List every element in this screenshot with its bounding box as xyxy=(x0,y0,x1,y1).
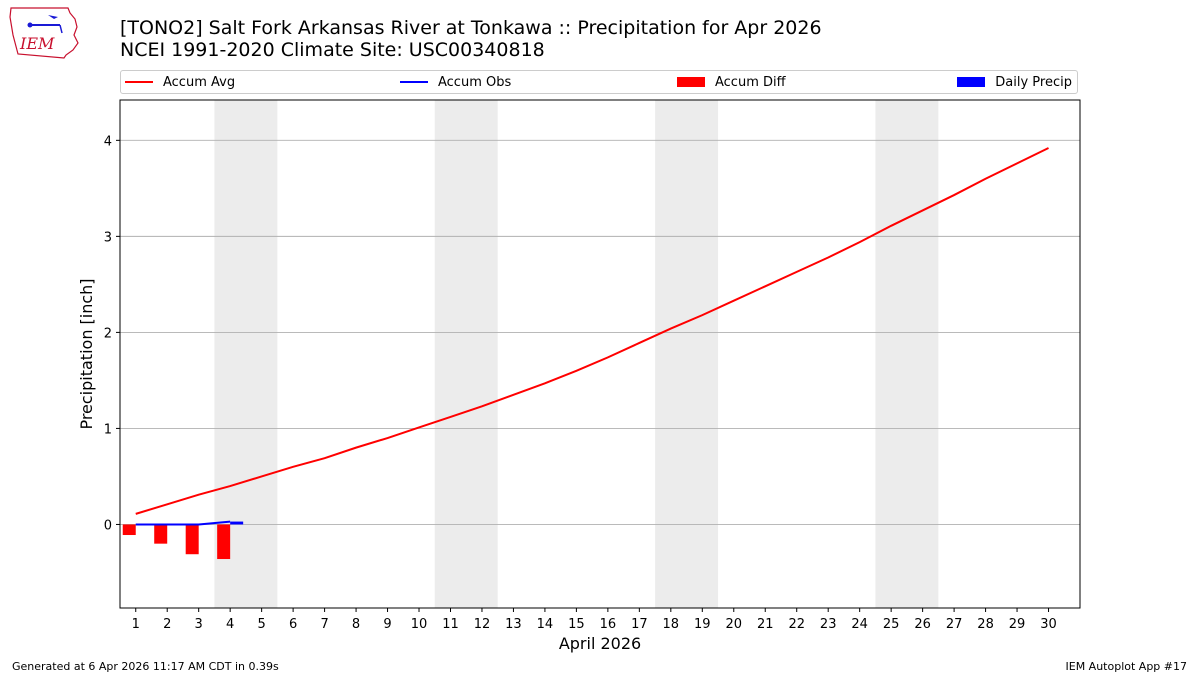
station-dot-icon xyxy=(27,22,33,28)
legend-item: Daily Precip xyxy=(957,71,1072,93)
daily-precip-bar xyxy=(230,521,244,525)
y-axis-label: Precipitation [inch] xyxy=(77,278,96,429)
x-tick-label: 13 xyxy=(505,617,522,632)
x-tick-label: 11 xyxy=(442,617,459,632)
weekend-shade xyxy=(434,100,498,608)
chart-subtitle: NCEI 1991-2020 Climate Site: USC00340818 xyxy=(120,39,545,61)
legend-label: Daily Precip xyxy=(995,74,1072,90)
legend-label: Accum Diff xyxy=(715,74,786,90)
x-tick-label: 7 xyxy=(320,617,328,632)
app-id-label: IEM Autoplot App #17 xyxy=(1065,660,1188,673)
legend-swatch xyxy=(125,81,153,83)
plot-frame xyxy=(119,99,1081,609)
x-tick-label: 25 xyxy=(883,617,900,632)
chart-legend: Accum Avg Accum Obs Accum Diff Daily Precip xyxy=(120,70,1078,94)
x-tick-label: 9 xyxy=(383,617,391,632)
x-tick-label: 12 xyxy=(474,617,491,632)
x-tick-label: 4 xyxy=(226,617,234,632)
legend-label: Accum Obs xyxy=(438,74,512,90)
x-tick-label: 10 xyxy=(411,617,428,632)
x-axis-label: April 2026 xyxy=(559,634,641,653)
generated-timestamp: Generated at 6 Apr 2026 11:17 AM CDT in … xyxy=(12,660,279,673)
x-tick-label: 8 xyxy=(352,617,360,632)
legend-item: Accum Avg xyxy=(125,71,235,93)
accum-diff-bar xyxy=(217,524,231,560)
iowa-outline-icon xyxy=(9,7,79,59)
x-tick-label: 28 xyxy=(977,617,994,632)
x-tick-label: 23 xyxy=(820,617,837,632)
x-tick-label: 29 xyxy=(1009,617,1026,632)
legend-swatch xyxy=(400,81,428,83)
accum-diff-bar xyxy=(122,524,136,536)
legend-swatch xyxy=(957,77,986,87)
x-tick-label: 15 xyxy=(568,617,585,632)
logo-text: IEM xyxy=(19,34,55,53)
y-tick-label: 0 xyxy=(104,518,112,533)
cloud-icon xyxy=(48,15,58,19)
y-tick-label: 3 xyxy=(104,230,112,245)
x-tick-label: 18 xyxy=(663,617,680,632)
x-tick-label: 17 xyxy=(631,617,648,632)
accum-diff-bar xyxy=(154,524,168,544)
weekend-shade xyxy=(875,100,939,608)
legend-label: Accum Avg xyxy=(163,74,236,90)
x-tick-label: 26 xyxy=(914,617,931,632)
x-tick-label: 20 xyxy=(725,617,742,632)
x-tick-label: 22 xyxy=(788,617,805,632)
accum-obs-line xyxy=(135,520,231,526)
accum-diff-bar xyxy=(185,524,199,555)
accum-avg-line xyxy=(135,147,1049,515)
weekend-shade xyxy=(214,100,278,608)
iem-logo: IEM xyxy=(9,7,79,59)
x-tick-label: 14 xyxy=(537,617,554,632)
legend-item: Accum Diff xyxy=(677,71,786,93)
y-tick-label: 1 xyxy=(104,422,112,437)
x-tick-label: 3 xyxy=(195,617,203,632)
x-tick-label: 19 xyxy=(694,617,711,632)
x-tick-label: 30 xyxy=(1040,617,1057,632)
x-tick-label: 2 xyxy=(163,617,171,632)
legend-item: Accum Obs xyxy=(400,71,511,93)
x-tick-label: 27 xyxy=(946,617,963,632)
y-tick-label: 4 xyxy=(104,134,112,149)
x-tick-label: 1 xyxy=(132,617,140,632)
x-tick-label: 24 xyxy=(851,617,868,632)
chart-title: [TONO2] Salt Fork Arkansas River at Tonk… xyxy=(120,17,822,39)
x-tick-label: 21 xyxy=(757,617,774,632)
y-tick-label: 2 xyxy=(104,326,112,341)
x-tick-label: 6 xyxy=(289,617,297,632)
x-tick-label: 5 xyxy=(257,617,265,632)
legend-swatch xyxy=(677,77,705,87)
weekend-shade xyxy=(655,100,719,608)
x-tick-label: 16 xyxy=(600,617,617,632)
